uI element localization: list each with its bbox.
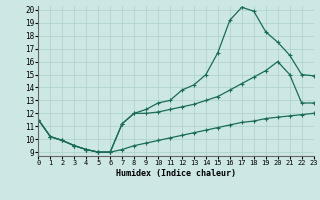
- X-axis label: Humidex (Indice chaleur): Humidex (Indice chaleur): [116, 169, 236, 178]
